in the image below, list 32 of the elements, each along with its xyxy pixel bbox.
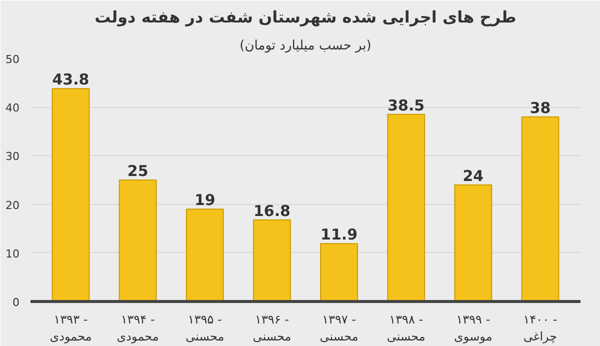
x-tick-label: ۱۳۹۵ - محسنی	[186, 312, 224, 344]
data-label: 38.5	[388, 96, 425, 114]
data-label: 11.9	[320, 226, 358, 244]
bar	[52, 88, 90, 302]
y-tick-label: 10	[6, 247, 20, 260]
y-tick-label: 50	[6, 53, 20, 66]
data-label: 25	[127, 162, 148, 180]
x-tick-label: ۱۳۹۹ - موسوی	[454, 312, 492, 344]
y-tick-label: 20	[6, 198, 20, 212]
bar	[454, 184, 492, 302]
y-tick-label: 30	[6, 150, 20, 164]
bar	[186, 208, 224, 302]
bar	[521, 116, 560, 302]
data-label: 43.8	[52, 70, 90, 89]
data-label: 19	[194, 191, 216, 210]
x-tick-label: ۱۳۹۸ - محسنی	[386, 312, 426, 344]
data-label: 16.8	[253, 202, 290, 220]
x-tick-label: ۱۳۹۷ - محسنی	[320, 312, 358, 344]
data-label: 24	[462, 166, 484, 185]
bar	[320, 243, 358, 302]
chart-title: طرح های اجرایی شده شهرستان شفت در هفته دولت	[94, 8, 516, 26]
chart-subtitle: (بر حسب میلیارد تومان)	[240, 38, 372, 54]
y-tick-label: 0	[12, 296, 20, 309]
bar	[118, 180, 157, 302]
x-tick-label: ۱۳۹۶ - محسنی	[252, 312, 292, 344]
bar	[253, 219, 291, 302]
data-label: 38	[530, 98, 551, 117]
x-tick-label: ۱۳۹۳ - محمودی	[50, 312, 92, 344]
x-tick-label: ۱۴۰۰ - چراغی	[523, 312, 558, 344]
y-tick-label: 40	[6, 102, 20, 115]
x-tick-label: ۱۳۹۴ - محمودی	[116, 312, 159, 344]
bar	[387, 114, 426, 302]
